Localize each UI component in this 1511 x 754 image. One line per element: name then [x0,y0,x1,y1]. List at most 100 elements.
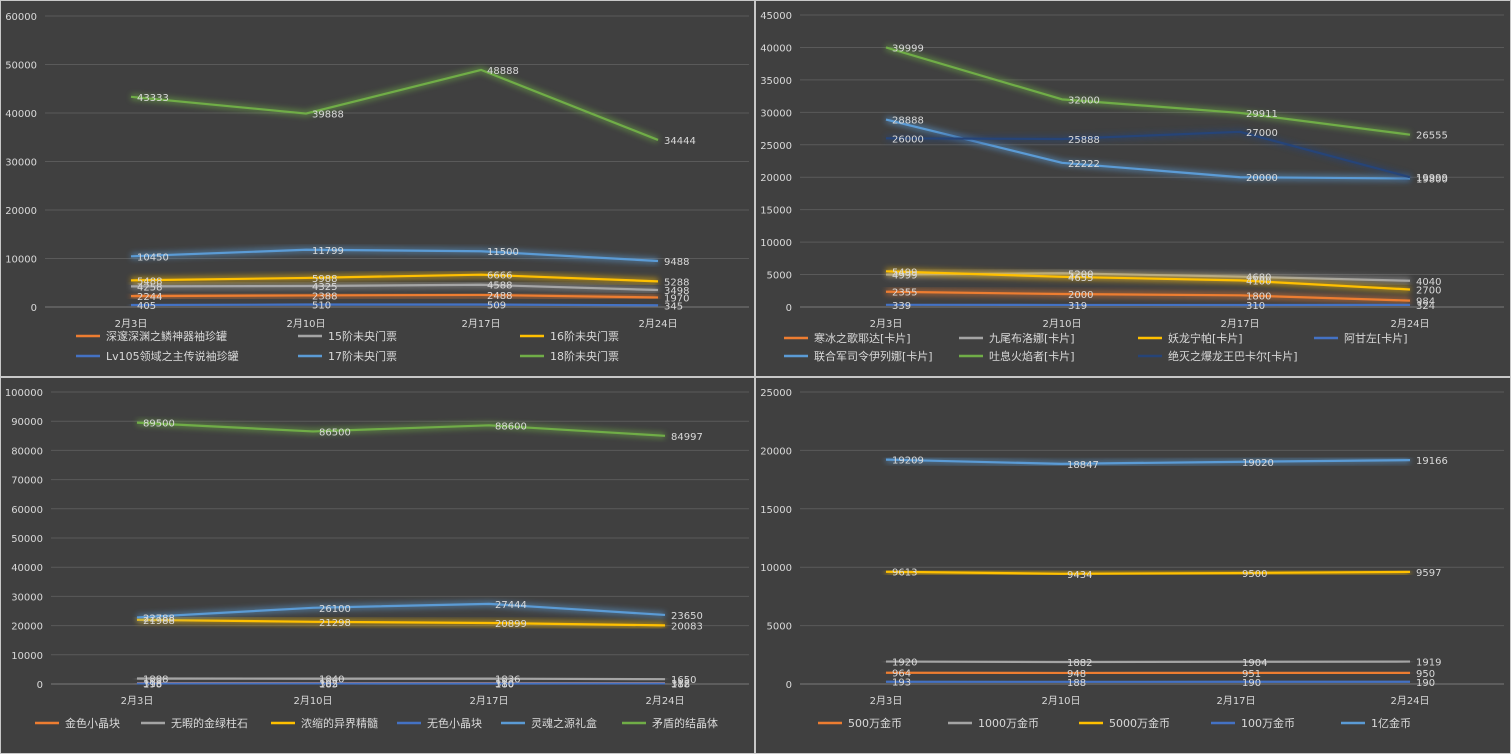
series-line [136,618,666,627]
legend-label: 妖龙宁帕[卡片] [1168,331,1243,345]
y-tick-label: 35000 [760,76,792,87]
data-label: 198 [143,679,162,690]
data-label: 19999 [1416,173,1448,184]
data-label: 11799 [312,246,344,257]
data-label: 19800 [1416,175,1448,186]
legend-label: 金色小晶块 [65,716,120,730]
data-label: 21988 [143,616,175,627]
data-label: 509 [487,301,506,312]
y-tick-label: 10000 [11,651,43,662]
series-glow [885,44,1411,138]
legend-label: 16阶未央门票 [550,329,619,343]
legend-label: 1亿金币 [1371,716,1411,730]
data-label: 26000 [892,134,924,145]
y-tick-label: 90000 [11,417,43,428]
data-label: 2700 [1416,285,1441,296]
legend-label: 联合军司令伊列娜[卡片] [814,349,933,363]
data-label: 951 [1242,669,1261,680]
y-tick-label: 0 [786,680,792,691]
legend-label: 绝灭之爆龙王巴卡尔[卡片] [1168,349,1298,363]
data-label: 1904 [1242,658,1267,669]
data-label: 10450 [137,252,169,263]
data-label: 5288 [664,277,689,288]
data-label: 1836 [495,675,520,686]
data-label: 25888 [1068,135,1100,146]
legend-label: 500万金币 [848,716,902,730]
legend-label: 15阶未央门票 [328,329,397,343]
y-tick-label: 20000 [760,446,792,457]
y-tick-label: 100000 [5,388,43,399]
x-tick-label: 2月3日 [870,318,903,330]
legend-label: 100万金币 [1241,716,1295,730]
legend-label: 无暇的金绿柱石 [171,716,248,730]
data-label: 345 [664,301,683,312]
data-label: 405 [137,301,156,312]
data-label: 4258 [137,282,162,293]
data-label: 20083 [671,621,703,632]
x-tick-label: 2月10日 [1042,318,1081,330]
legend-label: 九尾布洛娜[卡片] [989,331,1075,345]
y-tick-label: 45000 [760,11,792,22]
data-label: 9613 [892,568,917,579]
chart-panel-cards: 0 5000 10000 15000 20000 25000 30000 35000 40000… [756,1,1510,376]
chart-svg-1: 0 5000 10000 15000 20000 25000 30000 35000 40000… [760,11,1504,363]
data-label: 32000 [1068,95,1100,106]
x-tick-label: 2月17日 [461,318,500,330]
x-tick-label: 2月24日 [1390,695,1429,707]
data-label: 48888 [487,66,519,77]
legend-label: 5000万金币 [1109,716,1170,730]
y-tick-label: 40000 [5,109,37,120]
legend-label: 无色小晶块 [427,716,482,730]
y-tick-label: 25000 [760,141,792,152]
data-label: 88600 [495,421,527,432]
chart-panel-crystals: 0 10000 20000 30000 40000 50000 60000 70000 8000… [1,378,754,753]
data-label: 1919 [1416,658,1441,669]
data-label: 2388 [312,291,337,302]
data-label: 964 [892,669,911,680]
data-label: 5499 [892,267,917,278]
data-label: 5988 [312,274,337,285]
data-label: 324 [1416,301,1435,312]
data-label: 4680 [1246,273,1271,284]
data-label: 4040 [1416,277,1441,288]
x-tick-label: 2月24日 [1390,318,1429,330]
series-line [130,293,659,299]
data-label: 22222 [1068,159,1100,170]
x-tick-label: 2月17日 [1220,318,1259,330]
legend-label: 17阶未央门票 [328,349,397,363]
x-tick-label: 2月3日 [870,695,903,707]
series-line [136,421,666,437]
data-label: 1650 [671,675,696,686]
series-line [130,283,659,292]
y-tick-label: 20000 [760,173,792,184]
data-label: 9597 [1416,568,1441,579]
series-line [136,677,666,681]
y-tick-label: 10000 [760,238,792,249]
data-label: 27000 [1246,128,1278,139]
data-label: 3498 [664,286,689,297]
data-label: 1840 [319,675,344,686]
data-label: 22788 [143,613,175,624]
series-line [885,458,1411,465]
data-label: 302 [319,679,338,690]
y-tick-label: 50000 [5,61,37,72]
data-label: 39888 [312,110,344,121]
data-label: 26100 [319,604,351,615]
y-tick-label: 20000 [11,622,43,633]
data-label: 43333 [137,93,169,104]
chart-svg-0: 0 10000 20000 30000 40000 50000 60000 2月3日 2月10日… [5,12,749,363]
legend-label: 18阶未央门票 [550,349,619,363]
data-label: 19020 [1242,458,1274,469]
legend-label: 浓缩的异界精髓 [301,716,378,730]
x-tick-label: 2月10日 [1041,695,1080,707]
y-tick-label: 30000 [5,158,37,169]
data-label: 188 [1067,678,1086,689]
data-label: 27444 [495,600,527,611]
y-tick-label: 40000 [760,43,792,54]
y-tick-label: 20000 [5,206,37,217]
data-label: 9500 [1242,569,1267,580]
data-label: 9434 [1067,570,1092,581]
y-tick-label: 0 [31,303,37,314]
data-label: 316 [143,679,162,690]
data-label: 18847 [1067,460,1099,471]
